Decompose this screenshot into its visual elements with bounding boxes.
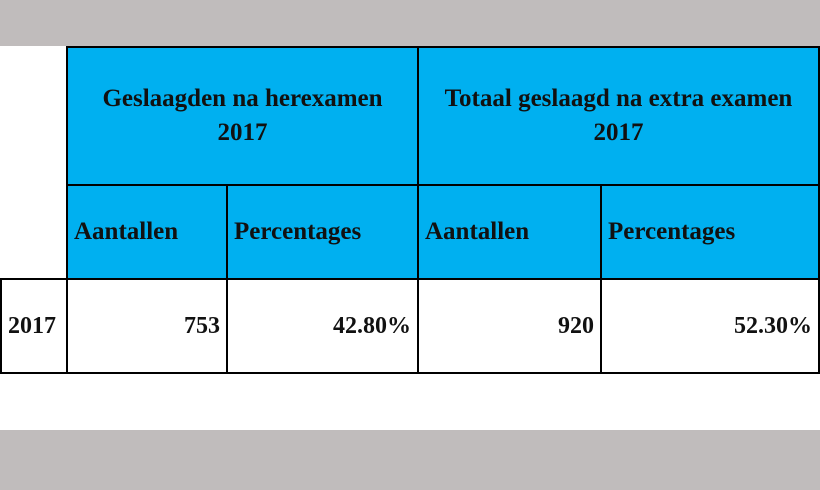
group-header-title: Totaal geslaagd na extra examen — [444, 85, 793, 113]
group-header-extra-examen: Totaal geslaagd na extra examen 2017 — [416, 46, 820, 186]
row-year: 2017 — [0, 278, 68, 374]
sub-header-aantallen: Aantallen — [417, 184, 602, 280]
cell-percentage-herexamen: 42.80% — [226, 278, 419, 374]
group-header-row: Geslaagden na herexamen 2017 Totaal gesl… — [1, 46, 820, 279]
sub-header-percentages: Percentages — [226, 184, 419, 280]
table-row: 2017 753 42.80% 920 52.30% — [0, 278, 820, 374]
results-table: Geslaagden na herexamen 2017 Totaal gesl… — [0, 46, 820, 374]
sub-header-percentages: Percentages — [599, 184, 820, 280]
corner-cell — [1, 47, 68, 279]
group-header-herexamen: Geslaagden na herexamen 2017 — [66, 46, 419, 186]
cell-aantal-herexamen: 753 — [66, 278, 228, 374]
cell-percentage-extra: 52.30% — [599, 278, 820, 374]
group-header-year: 2017 — [593, 119, 644, 146]
sub-header-aantallen: Aantallen — [66, 184, 228, 280]
sub-header-row: Aantallen Percentages Aantallen Percenta… — [1, 184, 820, 280]
group-header-title: Geslaagden na herexamen — [102, 85, 383, 113]
cell-aantal-extra: 920 — [417, 278, 602, 374]
table-sheet: Geslaagden na herexamen 2017 Totaal gesl… — [0, 46, 820, 430]
group-header-year: 2017 — [217, 119, 268, 146]
